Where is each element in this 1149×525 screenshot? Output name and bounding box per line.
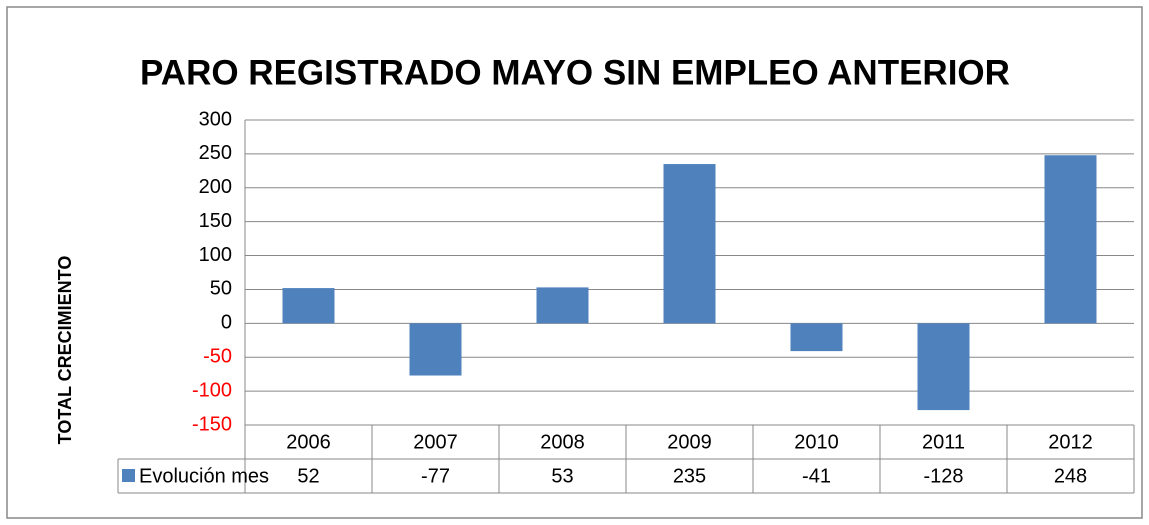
y-tick-label: -100 [192, 379, 232, 401]
bar [282, 288, 335, 324]
bar [409, 323, 462, 376]
bar [536, 287, 589, 324]
chart-title: PARO REGISTRADO MAYO SIN EMPLEO ANTERIOR [140, 53, 1010, 92]
table-value: -41 [802, 465, 831, 487]
table-value: 248 [1054, 465, 1087, 487]
bar [1044, 155, 1097, 324]
bar [790, 323, 843, 352]
y-tick-label: 250 [199, 142, 232, 164]
table-value: 52 [297, 465, 319, 487]
legend-label: Evolución mes [139, 465, 269, 487]
x-tick-label: 2007 [413, 431, 458, 453]
x-tick-label: 2009 [667, 431, 712, 453]
y-tick-label: 200 [199, 176, 232, 198]
y-tick-label: 0 [221, 312, 232, 334]
table-value: 235 [673, 465, 706, 487]
y-tick-label: 150 [199, 210, 232, 232]
table-value: -128 [923, 465, 963, 487]
y-tick-label: -150 [192, 413, 232, 435]
x-tick-label: 2010 [794, 431, 839, 453]
y-tick-label: -50 [203, 346, 232, 368]
bar [663, 164, 716, 324]
y-tick-label: 50 [210, 278, 232, 300]
x-tick-label: 2008 [540, 431, 585, 453]
y-tick-label: 100 [199, 244, 232, 266]
y-tick-label: 300 [199, 108, 232, 130]
x-tick-label: 2011 [922, 431, 965, 453]
table-value: -77 [421, 465, 450, 487]
legend-swatch [122, 469, 135, 482]
bar [917, 323, 970, 411]
x-tick-label: 2006 [286, 431, 331, 453]
chart-border [6, 6, 1143, 519]
table-value: 53 [551, 465, 573, 487]
x-tick-label: 2012 [1048, 431, 1093, 453]
y-axis-title: TOTAL CRECIMIENTO [55, 256, 75, 445]
